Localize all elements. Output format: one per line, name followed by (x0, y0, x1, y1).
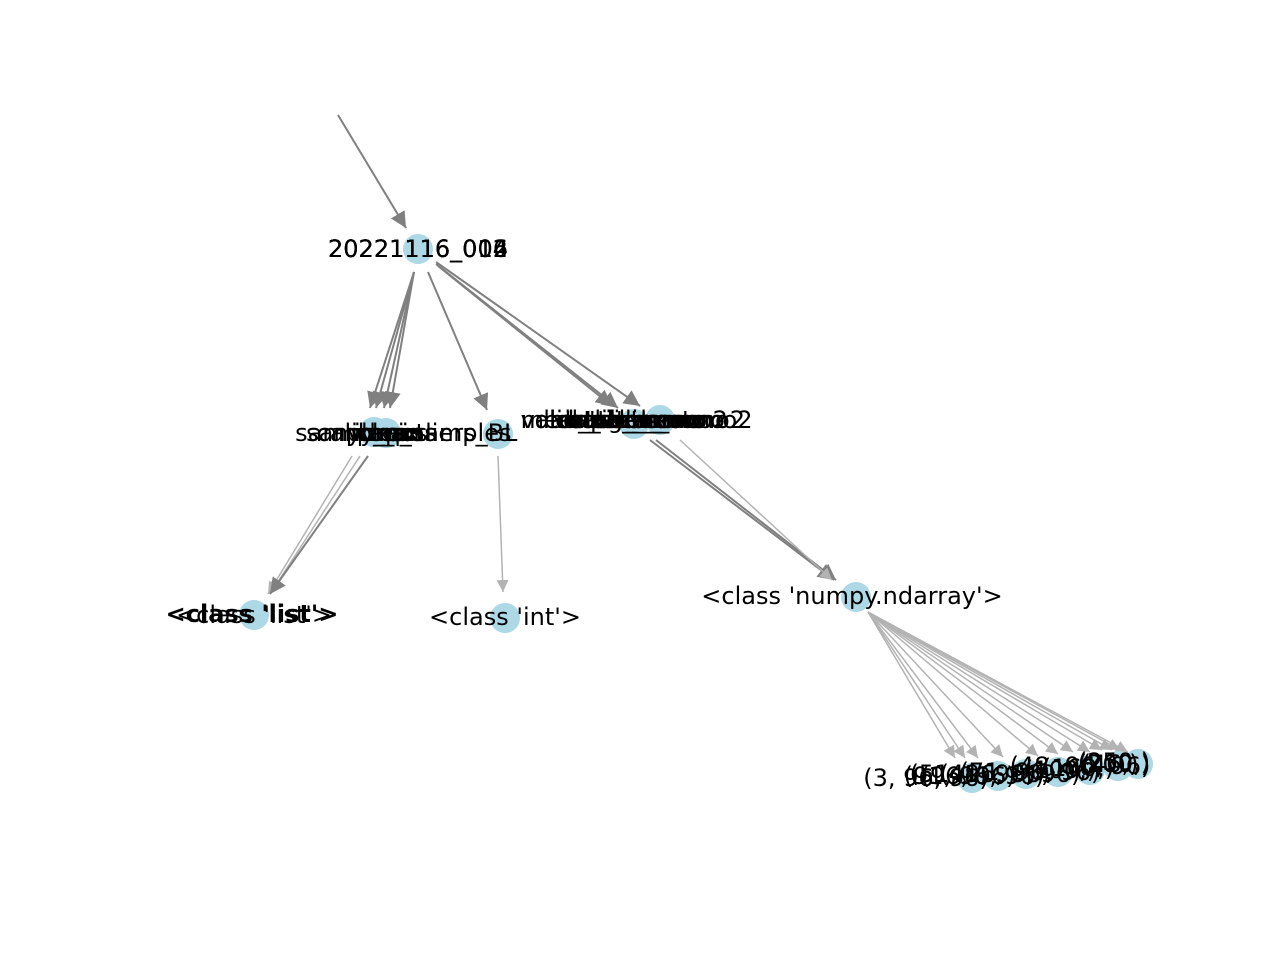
node-shape (1011, 759, 1041, 789)
sample-field-label: idx (354, 419, 390, 447)
node-array-fields (645, 405, 675, 435)
node-array-fields (619, 409, 649, 439)
array-field-label: outliers_mono (555, 406, 725, 434)
shape-label: (96, 96) (920, 762, 1015, 790)
nodes (239, 234, 1153, 793)
edge-int-fields-int (496, 455, 509, 593)
int-field-label: n_samples (385, 419, 512, 447)
array-field-label: mask_mono (558, 406, 702, 434)
edge-root-int-fields (427, 271, 489, 411)
node-root (403, 234, 433, 264)
node-shape (957, 763, 987, 793)
node-type-ndarray (841, 582, 871, 612)
sample-field-label: xmax (353, 419, 420, 447)
node-shape (983, 761, 1013, 791)
array-field-label: baseline (568, 406, 669, 434)
root-label: 20221116_004 (328, 235, 508, 263)
type-label-ndarray: <class 'numpy.ndarray'> (701, 582, 1002, 610)
sample-field-label: samples (306, 419, 406, 447)
edge-arrays-ndarray (649, 439, 835, 581)
node-type-list (239, 600, 269, 630)
shape-label: (160,) (1042, 754, 1114, 782)
shape-label: (51, 96, 96) (910, 760, 1051, 788)
edges-ndarray-shapes (867, 611, 1129, 759)
node-type-int (490, 603, 520, 633)
edge-samples-list (269, 455, 369, 595)
shape-label: (46,) (1082, 750, 1139, 778)
edge-root-samples (384, 271, 415, 409)
sample-field-label: sample_pos (295, 419, 437, 447)
sample-field-label: xmin (364, 419, 423, 447)
array-field-label: mean_dataset (521, 406, 692, 434)
array-field-label: mask_mono2 (568, 406, 728, 434)
shape-label: (48, 96, 96) (1010, 752, 1151, 780)
root-label: 20221116_006 (328, 235, 508, 263)
node-shape (1075, 755, 1105, 785)
edge-samples-list (269, 455, 361, 595)
edges (267, 114, 1129, 759)
edge-root-samples (372, 271, 415, 409)
node-int-fields (483, 419, 513, 449)
edge-root-arrays (435, 261, 641, 407)
type-label-list-bold: <class 'list'> (166, 600, 339, 628)
edge-samples-list (267, 455, 353, 595)
shape-label: (250,) (1078, 748, 1150, 776)
sample-field-label: ymax (347, 419, 414, 447)
edge-root-arrays (437, 265, 613, 407)
array-field-label: histogram (549, 406, 671, 434)
array-field-label: outliers_mono2 (567, 406, 752, 434)
sample-field-label: ymin (360, 419, 419, 447)
array-field-label: valid_pixels (521, 406, 660, 434)
root-label: 20221116_014 (328, 235, 508, 263)
type-label-list: <class 'list'> (176, 601, 332, 629)
node-shape (1043, 757, 1073, 787)
shape-label: (91, 96, 96) (904, 762, 1045, 790)
labels: 20221116_004 20221116_006 20221116_012 2… (166, 235, 1151, 792)
shape-label: (41, 96, 96) (940, 760, 1081, 788)
int-field-label: n_outliers_BL (359, 419, 518, 447)
edge-arrays-ndarray (679, 439, 833, 581)
shape-label: (71, 96, 96) (960, 758, 1101, 786)
shape-label: (200,) (1078, 750, 1150, 778)
edge-entry (337, 114, 407, 229)
type-label-int: <class 'int'> (429, 603, 581, 631)
array-field-label: dataset_mono2 (559, 406, 745, 434)
node-shape (1123, 749, 1153, 779)
root-label: 20221116_012 (328, 235, 508, 263)
sample-field-label: calib_pos (317, 419, 428, 447)
shape-label: (3, 96, 96) (863, 764, 989, 792)
shape-label: (100,) (1024, 756, 1096, 784)
array-field-label: dataset_mono (535, 406, 706, 434)
node-sample-fields (371, 418, 401, 448)
